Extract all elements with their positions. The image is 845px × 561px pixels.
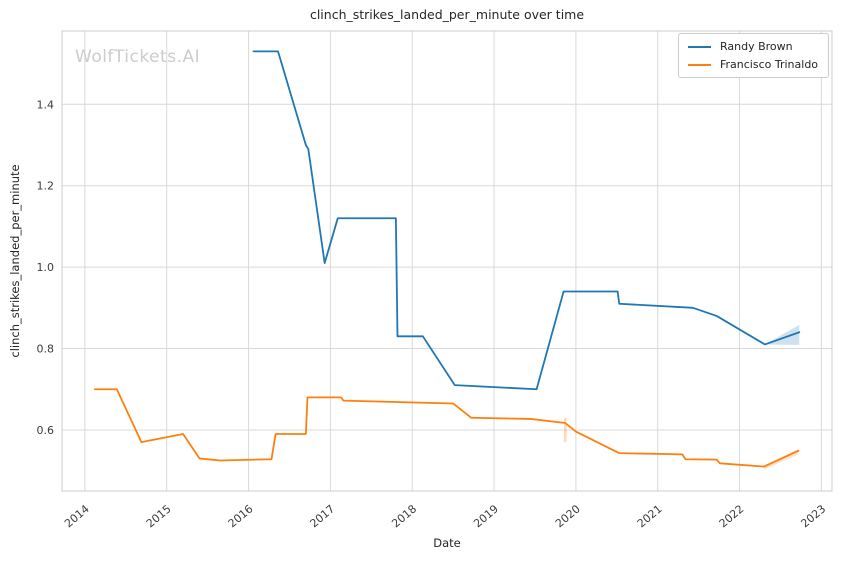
y-tick-label: 0.6 [37,424,55,437]
legend-item-randy-brown: Randy Brown [688,40,818,53]
legend-line-swatch [688,45,711,48]
x-tick-label: 2016 [226,502,256,530]
y-tick-label: 0.8 [37,343,55,356]
watermark: WolfTickets.AI [75,47,201,67]
x-tick-label: 2017 [308,502,338,530]
x-tick-label: 2022 [717,502,747,530]
plot-border [61,30,833,492]
x-tick-label: 2021 [635,502,665,530]
x-axis-label: Date [433,536,461,550]
legend-label: Randy Brown [720,40,793,53]
legend-line-swatch [688,63,711,66]
legend: Randy Brown Francisco Trinaldo [678,33,830,78]
legend-item-francisco-trinaldo: Francisco Trinaldo [688,58,818,71]
x-tick-label: 2020 [553,502,583,530]
confidence-band-randy-brown [764,324,800,345]
x-tick-label: 2014 [62,502,92,530]
y-axis-label: clinch_strikes_landed_per_minute [8,164,22,358]
legend-label: Francisco Trinaldo [720,58,819,71]
y-tick-label: 1.2 [37,180,55,193]
line-randy-brown [252,50,801,391]
line-francisco-trinaldo [93,388,800,468]
x-tick-label: 2015 [144,502,174,530]
chart-title: clinch_strikes_landed_per_minute over ti… [309,7,585,22]
x-tick-label: 2019 [471,502,501,530]
x-tick-label: 2023 [798,502,828,530]
y-tick-label: 1.0 [37,261,55,274]
y-tick-label: 1.4 [37,98,55,111]
x-tick-label: 2018 [389,502,419,530]
